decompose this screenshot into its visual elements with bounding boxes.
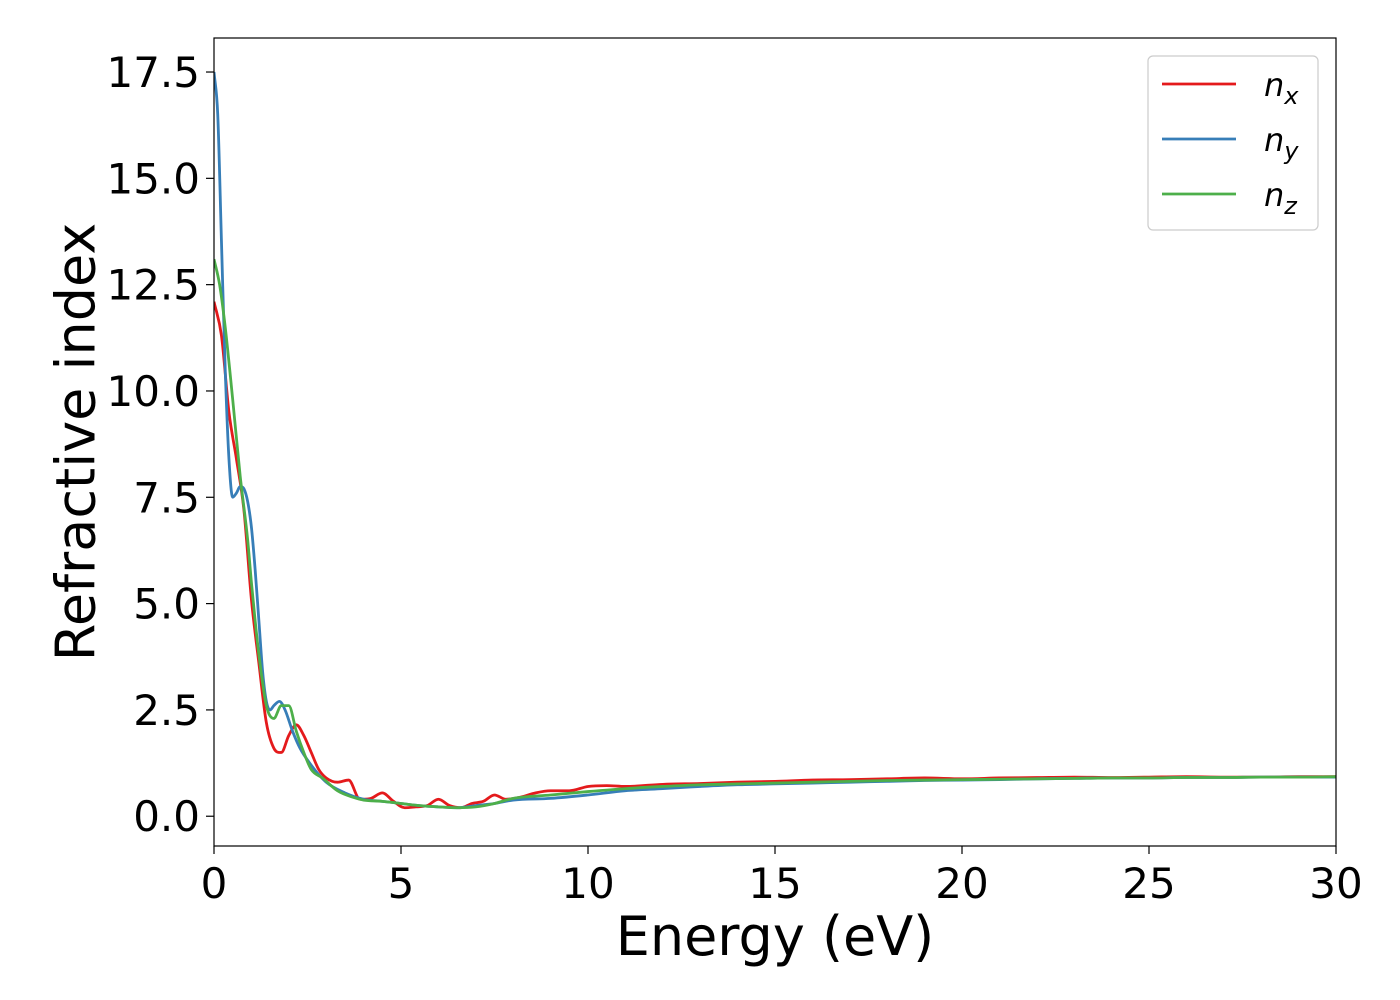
legend-label-n_y: ny: [1264, 121, 1299, 165]
legend-label-n_x: nx: [1264, 66, 1299, 110]
plot-area: [214, 71, 1336, 810]
x-tick-label: 15: [748, 859, 801, 908]
legend-label-n_z: nz: [1264, 176, 1298, 220]
y-tick-label: 7.5: [133, 473, 200, 522]
x-tick-label: 25: [1122, 859, 1175, 908]
y-axis-title: Refractive index: [45, 223, 108, 662]
y-tick-label: 5.0: [133, 580, 200, 629]
y-tick-label: 10.0: [106, 367, 200, 416]
x-axis-title: Energy (eV): [616, 905, 935, 968]
x-tick-label: 10: [561, 859, 614, 908]
legend: nx ny nz: [1147, 55, 1319, 231]
y-tick-label: 17.5: [106, 48, 200, 97]
x-tick-label: 5: [388, 859, 415, 908]
legend-box: [1147, 55, 1319, 231]
x-tick-label: 0: [201, 859, 228, 908]
axis-ticks: 0 5 10 15 20 25 30 0.0 2.5 5.0 7.5 10.0 12.5 15.0 17.5: [106, 48, 1362, 908]
x-tick-label: 20: [935, 859, 988, 908]
y-tick-label: 15.0: [106, 154, 200, 203]
y-tick-label: 12.5: [106, 261, 200, 310]
y-tick-label: 0.0: [133, 792, 200, 841]
x-tick-label: 30: [1309, 859, 1362, 908]
y-tick-label: 2.5: [133, 686, 200, 735]
series-line-n_x: [214, 301, 1336, 810]
series-line-n_z: [214, 258, 1336, 810]
